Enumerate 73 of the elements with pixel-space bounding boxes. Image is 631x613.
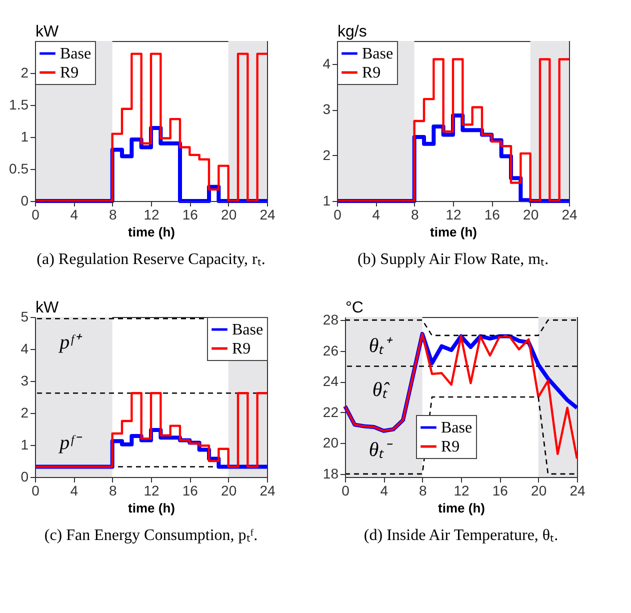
x-axis-title: time (h) bbox=[438, 500, 485, 516]
y-tick-label: 18 bbox=[322, 465, 339, 482]
x-tick-label: 24 bbox=[260, 206, 276, 222]
ref-line-label: pᶠ⁻ bbox=[58, 432, 84, 454]
x-tick-label: 0 bbox=[32, 482, 40, 498]
x-tick-label: 24 bbox=[260, 482, 276, 498]
text: (b) Supply Air Flow Rate, mₜ. bbox=[357, 251, 549, 268]
series-label: θₜ⁻ bbox=[368, 438, 394, 461]
x-tick-label: 16 bbox=[182, 206, 198, 222]
x-tick-label: 12 bbox=[446, 206, 462, 222]
x-tick-label: 12 bbox=[144, 206, 160, 222]
y-tick-label: 3 bbox=[322, 101, 331, 118]
x-tick-label: 24 bbox=[570, 482, 586, 498]
y-tick-label: 3 bbox=[20, 372, 29, 388]
x-tick-label: 16 bbox=[182, 482, 198, 498]
legend-label: R9 bbox=[441, 438, 460, 456]
y-tick-label: 1 bbox=[20, 128, 29, 144]
x-tick-label: 8 bbox=[108, 206, 117, 222]
legend-label: Base bbox=[60, 46, 92, 62]
y-tick-label: 24 bbox=[322, 373, 339, 390]
x-tick-label: 16 bbox=[484, 206, 500, 222]
x-axis-title: time (h) bbox=[128, 500, 175, 516]
x-axis-title: time (h) bbox=[430, 224, 477, 240]
x-tick-label: 8 bbox=[418, 482, 427, 498]
y-tick-label: 1 bbox=[322, 192, 331, 208]
x-tick-label: 8 bbox=[108, 482, 117, 498]
x-tick-label: 0 bbox=[32, 206, 40, 222]
y-tick-label: 2 bbox=[322, 146, 331, 163]
x-tick-label: 8 bbox=[410, 206, 419, 222]
legend-label: Base bbox=[232, 322, 264, 338]
y-tick-label: 22 bbox=[322, 404, 339, 420]
y-axis-title: °C bbox=[346, 300, 364, 316]
y-axis-title: kg/s bbox=[338, 24, 367, 40]
y-tick-label: 26 bbox=[322, 342, 339, 358]
x-tick-label: 12 bbox=[144, 482, 160, 498]
y-tick-label: 2 bbox=[20, 404, 29, 420]
legend-label: R9 bbox=[60, 64, 79, 82]
x-tick-label: 20 bbox=[531, 482, 547, 498]
x-tick-label: 4 bbox=[70, 482, 78, 498]
x-tick-label: 0 bbox=[342, 482, 350, 498]
x-tick-label: 4 bbox=[380, 482, 388, 498]
ref-line-label: pᶠ⁺ bbox=[58, 332, 84, 354]
text: (d) Inside Air Temperature, θₜ. bbox=[364, 527, 558, 544]
x-axis-title: time (h) bbox=[128, 224, 175, 240]
y-tick-label: 4 bbox=[20, 340, 29, 356]
x-tick-label: 4 bbox=[372, 206, 380, 222]
legend-label: Base bbox=[441, 420, 472, 436]
y-tick-label: 0 bbox=[20, 192, 29, 208]
x-tick-label: 12 bbox=[454, 482, 470, 498]
x-tick-label: 20 bbox=[221, 206, 237, 222]
y-axis-title: kW bbox=[36, 300, 60, 316]
y-tick-label: 0.5 bbox=[9, 160, 29, 176]
x-tick-label: 20 bbox=[221, 482, 237, 498]
y-tick-label: 0 bbox=[20, 468, 29, 484]
y-tick-label: 5 bbox=[20, 308, 29, 324]
legend-label: R9 bbox=[232, 340, 251, 358]
series-label: θₜ⁺ bbox=[368, 335, 394, 358]
y-tick-label: 1.5 bbox=[9, 96, 29, 112]
x-tick-label: 24 bbox=[562, 206, 578, 222]
x-tick-label: 16 bbox=[492, 482, 508, 498]
y-tick-label: 1 bbox=[20, 436, 29, 452]
text: (c) Fan Energy Consumption, pₜᶠ. bbox=[44, 527, 258, 544]
x-tick-label: 20 bbox=[523, 206, 539, 222]
y-tick-label: 20 bbox=[322, 434, 339, 451]
ref-line-label: θ̂ₜ bbox=[372, 379, 390, 402]
y-tick-label: 4 bbox=[322, 55, 331, 72]
y-tick-label: 28 bbox=[322, 312, 339, 328]
legend-label: Base bbox=[362, 46, 394, 62]
text: (a) Regulation Reserve Capacity, rₜ. bbox=[36, 251, 266, 268]
x-tick-label: 4 bbox=[70, 206, 78, 222]
y-axis-title: kW bbox=[36, 24, 60, 40]
y-tick-label: 2 bbox=[20, 64, 29, 80]
legend-label: R9 bbox=[362, 64, 381, 82]
